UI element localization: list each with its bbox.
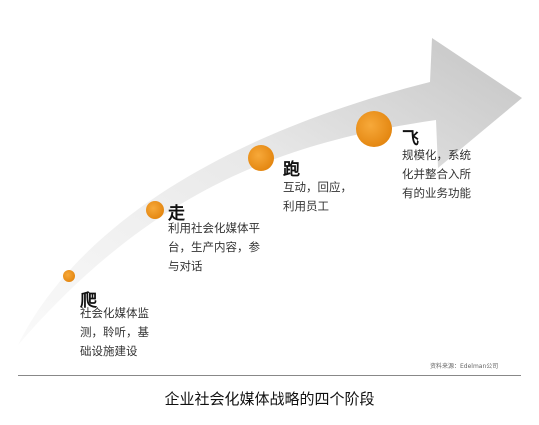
stage-title-fly: 飞	[402, 129, 419, 149]
stage-desc-line: 础设施建设	[80, 344, 138, 358]
stage-title-run: 跑	[283, 160, 300, 180]
stage-desc-fly: 规模化，系统 化并整合入所 有的业务功能	[402, 146, 471, 203]
stage-dot-walk	[146, 201, 164, 219]
stage-desc-crawl: 社会化媒体监 测，聆听，基 础设施建设	[80, 304, 149, 361]
stage-dot-fly	[356, 111, 392, 147]
stage-desc-line: 社会化媒体监	[80, 306, 149, 320]
stage-desc-line: 有的业务功能	[402, 186, 471, 200]
stage-desc-run: 互动，回应， 利用员工	[283, 178, 352, 216]
stage-desc-walk: 利用社会化媒体平 台，生产内容，参 与对话	[168, 219, 260, 276]
stage-desc-line: 台，生产内容，参	[168, 240, 260, 254]
stage-desc-line: 利用社会化媒体平	[168, 221, 260, 235]
stage-dot-crawl	[63, 270, 75, 282]
stage-dot-run	[248, 145, 274, 171]
stage-desc-line: 规模化，系统	[402, 148, 471, 162]
stage-title-walk: 走	[168, 204, 185, 224]
diagram-caption: 企业社会化媒体战略的四个阶段	[164, 390, 375, 408]
stage-title-crawl: 爬	[80, 291, 97, 311]
stage-desc-line: 互动，回应，	[283, 180, 352, 194]
arrow-body	[18, 38, 522, 345]
divider	[18, 375, 521, 376]
stage-desc-line: 与对话	[168, 259, 203, 273]
stage-desc-line: 测，聆听，基	[80, 325, 149, 339]
source-note: 资料来源：Edelman公司	[430, 363, 499, 370]
stage-desc-line: 化并整合入所	[402, 167, 471, 181]
stage-desc-line: 利用员工	[283, 199, 329, 213]
